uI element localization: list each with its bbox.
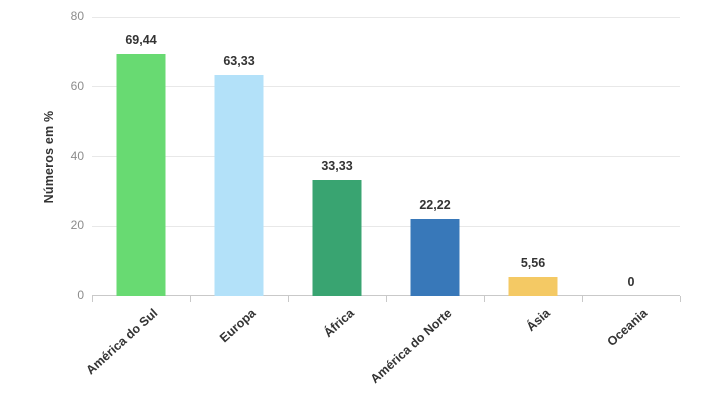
y-tick-label: 60 [70, 78, 84, 93]
x-tick-mark [582, 296, 583, 302]
y-axis: 0 20 40 60 80 [38, 10, 84, 302]
bar-value-label: 33,33 [321, 158, 353, 173]
x-tick-mark [92, 296, 93, 302]
bar-value-label: 69,44 [125, 32, 157, 47]
bar-2[interactable] [312, 179, 362, 296]
x-category-label: Oceania [604, 306, 651, 349]
bar-value-label: 0 [627, 275, 635, 289]
bar-value-label: 5,56 [520, 255, 546, 270]
y-tick-label: 80 [70, 9, 84, 23]
x-category-label: América do Sul [83, 306, 161, 378]
bar-value-label: 63,33 [223, 54, 255, 69]
bar-4[interactable] [508, 276, 558, 296]
x-category-label: América do Norte [367, 306, 455, 387]
bar-1[interactable] [214, 75, 264, 296]
x-tick-mark [386, 296, 387, 302]
bar-0[interactable] [116, 53, 166, 296]
x-category-label: Europa [216, 306, 259, 346]
y-tick-label: 20 [70, 218, 84, 233]
y-tick-label: 40 [70, 148, 84, 163]
gridline [92, 156, 680, 157]
bar-3[interactable] [410, 218, 460, 296]
gridline [92, 86, 680, 88]
x-tick-mark [190, 296, 191, 302]
plot-area: 69,44 63,33 33,33 22,22 5,56 0 [92, 16, 681, 302]
x-axis-line [92, 295, 680, 296]
x-tick-mark [288, 296, 289, 302]
x-tick-mark [680, 296, 681, 302]
gridline [92, 16, 680, 18]
y-tick-label: 0 [77, 288, 84, 302]
bar-value-label: 22,22 [419, 197, 451, 212]
x-axis: América do Sul Europa África América do Nor… [83, 306, 680, 404]
x-tick-mark [484, 296, 485, 302]
x-category-label: Ásia [523, 306, 553, 335]
gridline [92, 225, 680, 227]
x-category-label: África [320, 306, 357, 341]
